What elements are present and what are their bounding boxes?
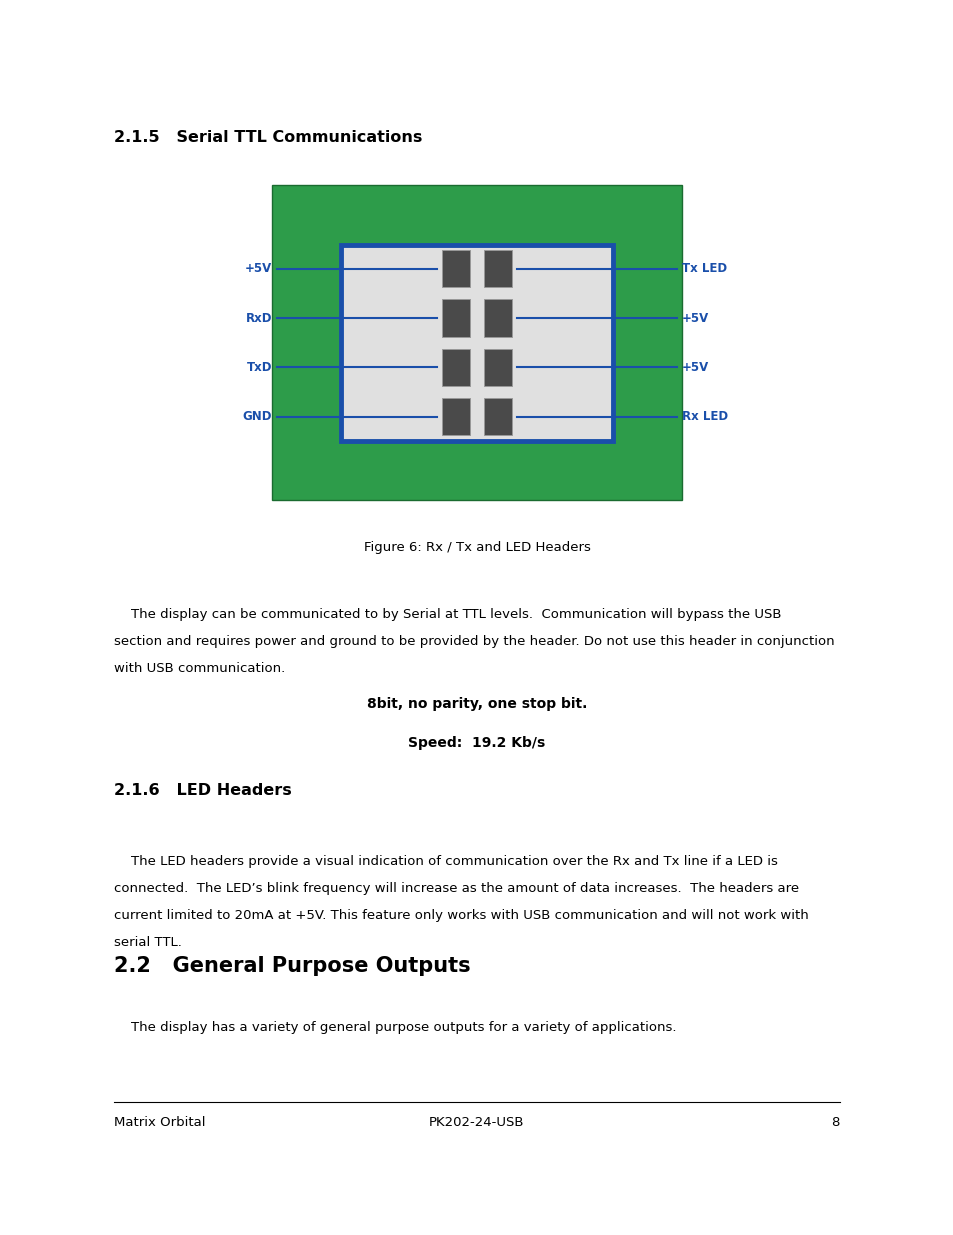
Text: +5V: +5V [681,361,709,374]
Text: with USB communication.: with USB communication. [114,662,286,676]
Text: Figure 6: Rx / Tx and LED Headers: Figure 6: Rx / Tx and LED Headers [363,541,590,555]
Text: section and requires power and ground to be provided by the header. Do not use t: section and requires power and ground to… [114,635,834,648]
Text: 8: 8 [830,1116,839,1130]
Bar [483,348,512,385]
Text: 8bit, no parity, one stop bit.: 8bit, no parity, one stop bit. [366,697,587,710]
Text: connected.  The LED’s blink frequency will increase as the amount of data increa: connected. The LED’s blink frequency wil… [114,882,799,895]
Text: The display has a variety of general purpose outputs for a variety of applicatio: The display has a variety of general pur… [114,1021,677,1035]
Bar [483,249,512,288]
Text: Tx LED: Tx LED [681,262,726,275]
Bar [340,245,613,441]
Text: serial TTL.: serial TTL. [114,936,182,950]
Text: Speed:  19.2 Kb/s: Speed: 19.2 Kb/s [408,736,545,750]
Text: current limited to 20mA at +5V. This feature only works with USB communication a: current limited to 20mA at +5V. This fea… [114,909,808,923]
Bar [441,398,470,436]
Text: RxD: RxD [245,311,272,325]
Text: 2.1.6   LED Headers: 2.1.6 LED Headers [114,783,292,798]
Bar [441,300,470,337]
Bar [483,300,512,337]
Text: 2.2   General Purpose Outputs: 2.2 General Purpose Outputs [114,956,471,976]
Bar [483,398,512,436]
Text: Rx LED: Rx LED [681,410,727,424]
Text: +5V: +5V [681,311,709,325]
Text: The LED headers provide a visual indication of communication over the Rx and Tx : The LED headers provide a visual indicat… [114,855,778,868]
Text: Matrix Orbital: Matrix Orbital [114,1116,206,1130]
Text: The display can be communicated to by Serial at TTL levels.  Communication will : The display can be communicated to by Se… [114,608,781,621]
Text: +5V: +5V [244,262,272,275]
Bar [272,185,681,500]
Bar [441,249,470,288]
Text: GND: GND [242,410,272,424]
Text: TxD: TxD [246,361,272,374]
Text: 2.1.5   Serial TTL Communications: 2.1.5 Serial TTL Communications [114,130,422,144]
Bar [441,348,470,385]
Text: PK202-24-USB: PK202-24-USB [429,1116,524,1130]
